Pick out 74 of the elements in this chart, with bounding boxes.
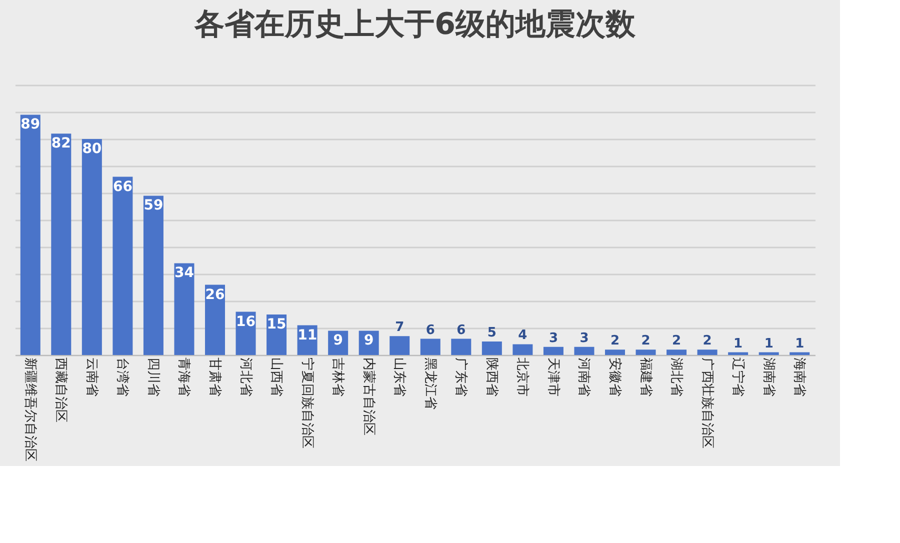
bar — [790, 352, 810, 355]
bar — [112, 176, 133, 355]
x-tick-label: 新疆维吾尔自治区 — [22, 358, 38, 462]
x-tick-label: 四川省 — [145, 358, 160, 396]
data-label: 4 — [518, 328, 528, 344]
bar — [697, 350, 718, 355]
chart-title: 各省在历史上大于6级的地震次数 — [194, 7, 636, 42]
bar — [205, 284, 225, 355]
data-label: 1 — [734, 336, 743, 352]
x-tick-label: 甘肃省 — [207, 358, 222, 396]
bar — [451, 338, 472, 355]
x-tick-label: 山东省 — [392, 358, 407, 396]
x-tick-label: 河南省 — [576, 358, 592, 396]
x-tick-label: 黑龙江省 — [422, 358, 438, 410]
data-label: 6 — [426, 322, 435, 338]
data-label: 59 — [144, 198, 164, 214]
data-label: 15 — [266, 316, 286, 332]
x-tick-label: 青海省 — [176, 358, 192, 396]
x-tick-label: 湖南省 — [760, 358, 776, 396]
bar — [82, 139, 102, 355]
data-label: 7 — [395, 320, 404, 336]
bar — [666, 350, 687, 355]
x-tick-label: 宁夏回族自治区 — [299, 358, 316, 448]
data-label: 1 — [764, 336, 774, 352]
x-tick-label: 福建省 — [638, 358, 653, 396]
x-tick-label: 安徽省 — [607, 358, 623, 396]
x-tick-label: 内蒙古自治区 — [360, 358, 376, 436]
x-tick-label: 西藏自治区 — [53, 358, 68, 422]
data-label: 5 — [487, 326, 496, 340]
bar — [51, 134, 72, 355]
bar — [512, 344, 533, 355]
x-tick-label: 云南省 — [84, 358, 99, 396]
x-tick-label: 辽宁省 — [730, 358, 746, 396]
data-label: 80 — [82, 141, 102, 157]
data-label: 3 — [580, 330, 589, 346]
bar — [574, 346, 594, 355]
x-tick-label: 吉林省 — [330, 358, 346, 396]
data-label: 89 — [20, 116, 40, 133]
data-label: 3 — [548, 330, 558, 346]
data-label: 1 — [795, 336, 804, 352]
x-tick-label: 海南省 — [792, 358, 807, 396]
bar — [543, 346, 564, 355]
data-label: 11 — [298, 327, 318, 344]
x-tick-label: 山西省 — [268, 358, 284, 396]
data-label: 2 — [672, 334, 682, 349]
data-label: 2 — [610, 334, 620, 349]
data-label: 34 — [174, 265, 194, 282]
x-tick-label: 河北省 — [238, 358, 253, 396]
bar — [758, 352, 779, 355]
bar — [605, 350, 625, 355]
data-label: 82 — [51, 136, 71, 152]
data-label: 9 — [333, 332, 343, 349]
bar — [420, 338, 440, 355]
x-tick-label: 台湾省 — [114, 358, 131, 396]
x-tick-label: 天津市 — [545, 358, 560, 396]
data-label: 9 — [364, 332, 374, 349]
data-label: 2 — [641, 334, 650, 349]
x-tick-label: 广东省 — [453, 358, 468, 396]
bar — [390, 336, 410, 355]
data-label: 66 — [112, 178, 132, 195]
bar — [636, 350, 656, 355]
bar — [143, 196, 164, 355]
x-tick-label: 湖北省 — [668, 358, 684, 396]
bar — [482, 342, 502, 355]
x-tick-label: 广西壮族自治区 — [699, 358, 714, 448]
data-label: 2 — [702, 334, 712, 349]
x-tick-label: 陕西省 — [484, 358, 499, 396]
data-label: 26 — [205, 286, 225, 303]
bar — [174, 263, 194, 355]
bar — [728, 352, 748, 355]
x-tick-label: 北京市 — [514, 358, 530, 396]
data-label: 6 — [456, 322, 466, 338]
bar — [20, 114, 40, 355]
data-label: 16 — [236, 314, 256, 330]
